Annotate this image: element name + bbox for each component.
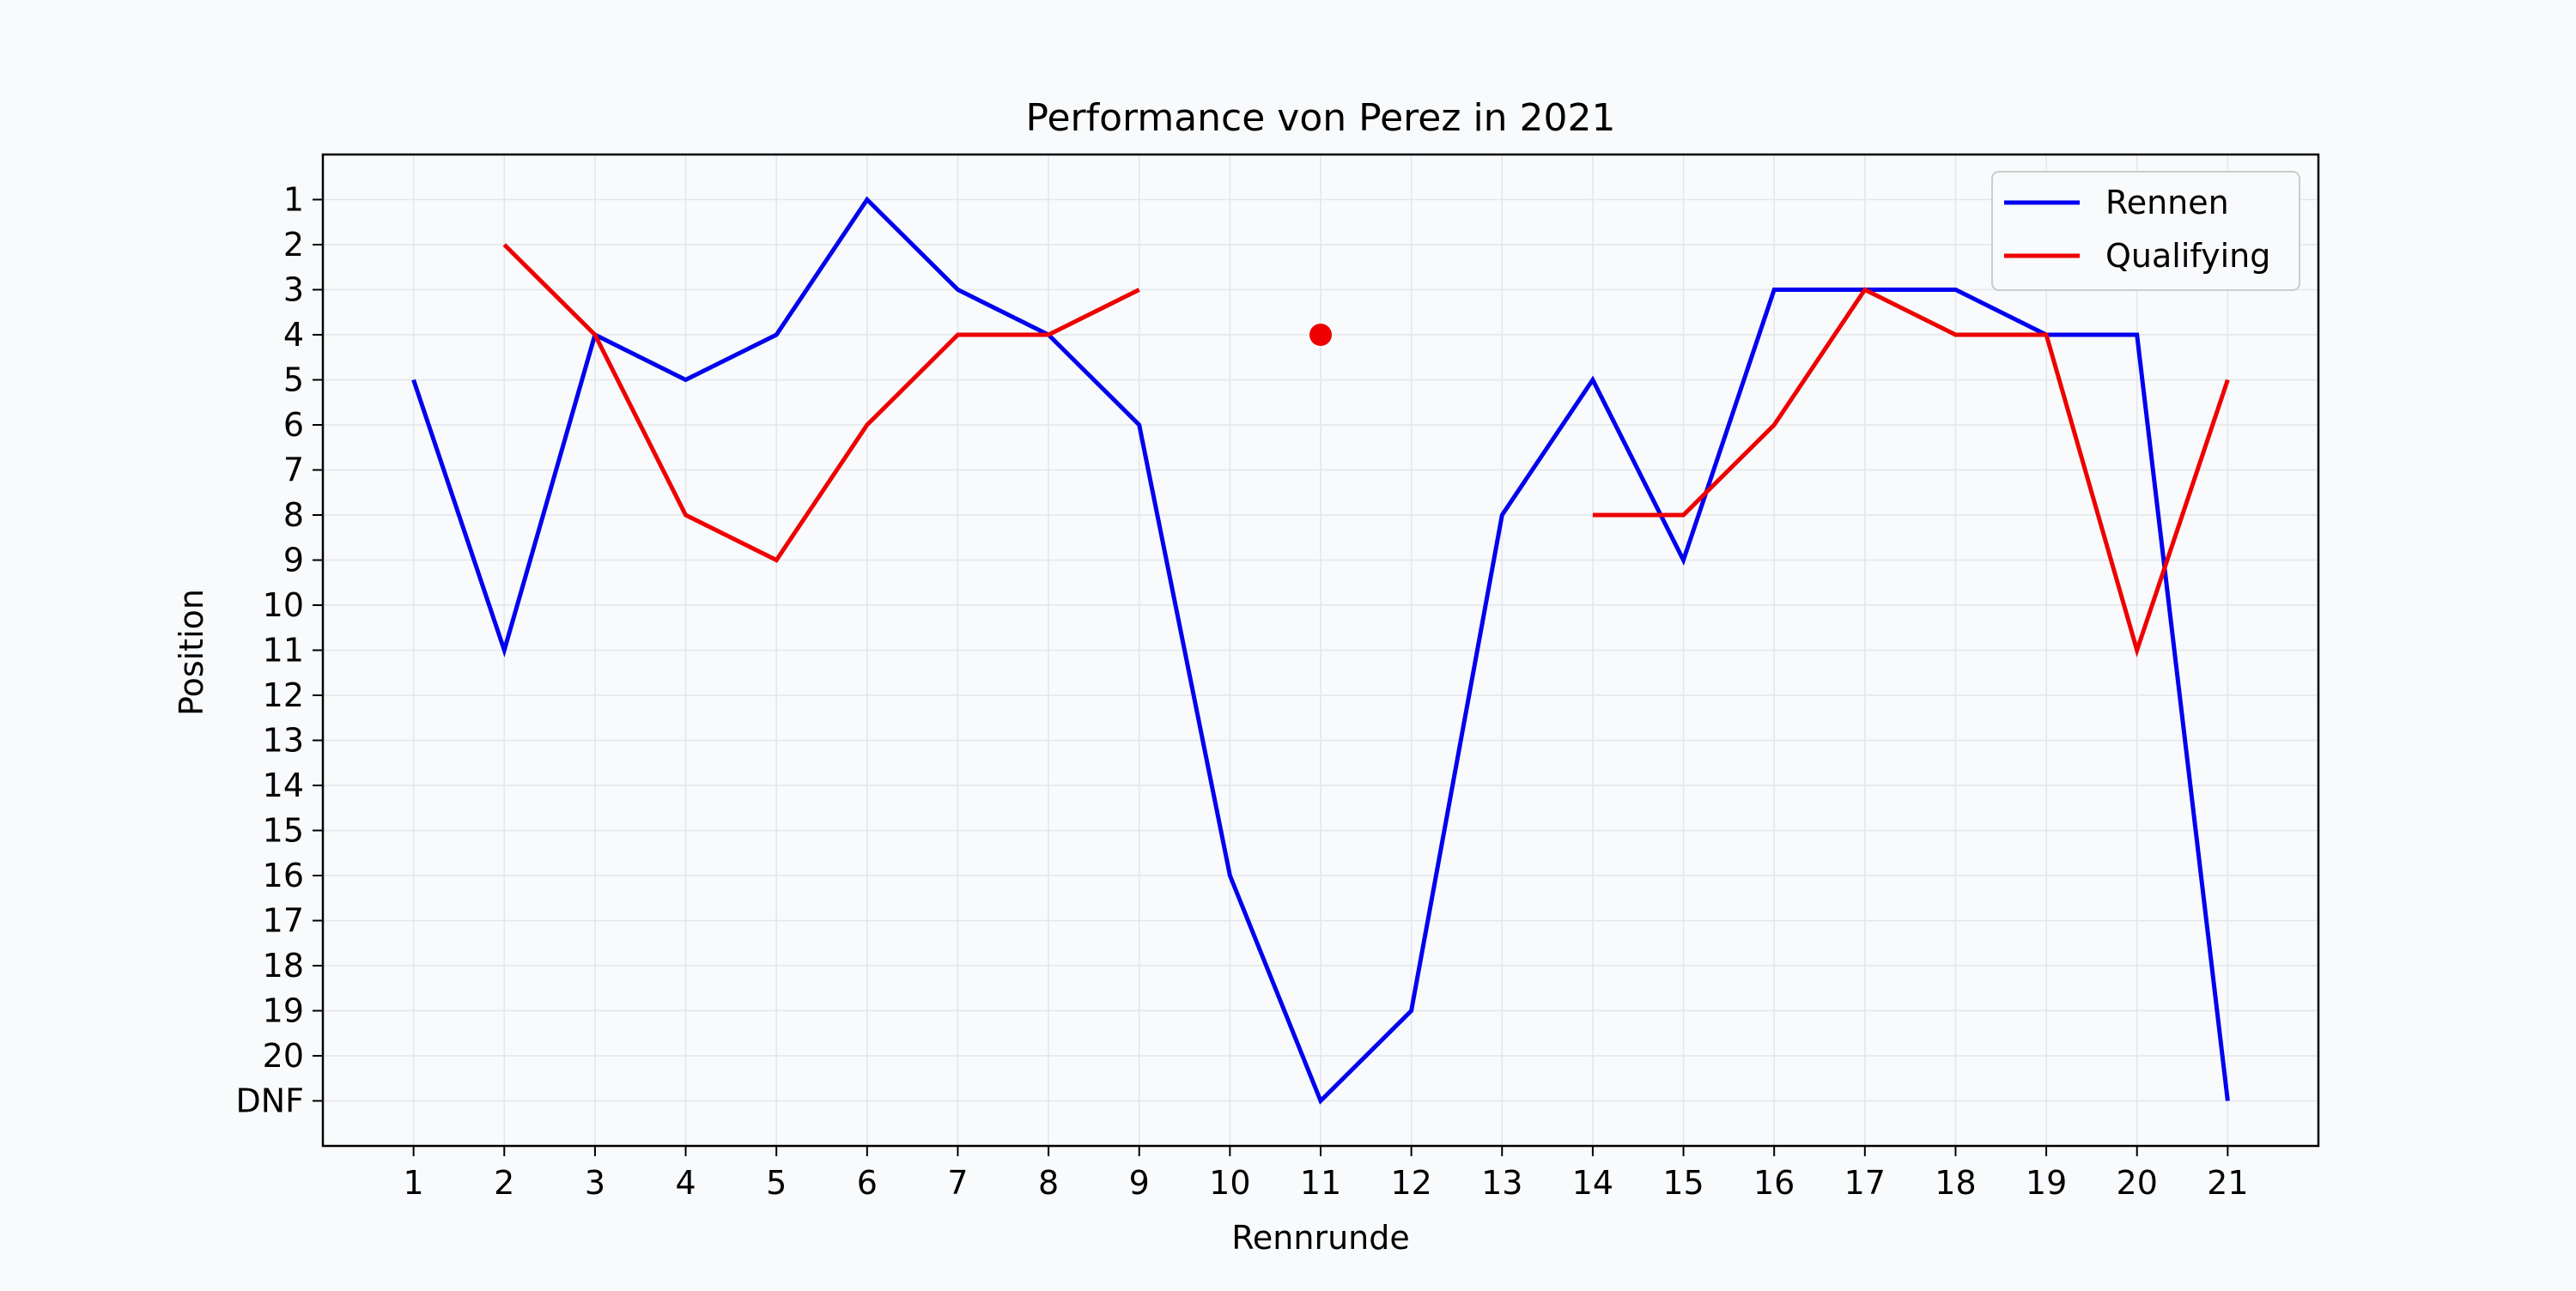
x-tick-label: 18 xyxy=(1935,1164,1976,1202)
axis-ticks: 1 2 3 4 5 6 7 8 9 10 11 12 13 14 15 16 17 18 19 20 211234567… xyxy=(235,181,2248,1203)
legend: Rennen Qualifying xyxy=(1991,171,2300,291)
x-tick-label: 13 xyxy=(1481,1164,1522,1202)
y-tick-label: 11 xyxy=(263,632,304,670)
series-qualifying-line xyxy=(1592,287,2230,658)
x-tick-label: 14 xyxy=(1572,1164,1613,1202)
x-tick-label: 21 xyxy=(2207,1164,2248,1202)
x-tick-label: 7 xyxy=(947,1164,968,1202)
y-tick-label: 13 xyxy=(263,722,304,760)
y-tick-label: 5 xyxy=(283,361,304,399)
x-tick-label: 16 xyxy=(1753,1164,1795,1202)
series-qualifying-point xyxy=(1309,324,1332,346)
x-tick-label: 1 xyxy=(404,1164,424,1202)
y-tick-label: 6 xyxy=(283,406,304,444)
x-axis-label: Rennrunde xyxy=(1231,1219,1410,1257)
x-tick-label: 5 xyxy=(766,1164,787,1202)
x-tick-label: 17 xyxy=(1844,1164,1886,1202)
chart-title: Performance von Perez in 2021 xyxy=(1025,96,1615,140)
y-tick-label: 2 xyxy=(283,226,304,264)
x-tick-label: 11 xyxy=(1300,1164,1341,1202)
y-tick-label: 20 xyxy=(263,1037,304,1075)
x-tick-label: 8 xyxy=(1038,1164,1059,1202)
y-tick-label: 17 xyxy=(263,902,304,940)
x-tick-label: 9 xyxy=(1129,1164,1150,1202)
y-tick-label: 10 xyxy=(263,586,304,624)
y-tick-label: 8 xyxy=(283,496,304,534)
legend-label-qualifying: Qualifying xyxy=(2105,237,2270,275)
y-tick-label: 7 xyxy=(283,452,304,489)
y-axis-label: Position xyxy=(173,589,210,716)
y-tick-label: 9 xyxy=(283,542,304,579)
x-tick-label: 19 xyxy=(2026,1164,2067,1202)
x-tick-label: 15 xyxy=(1662,1164,1704,1202)
y-tick-label: 1 xyxy=(283,181,304,219)
x-tick-label: 3 xyxy=(585,1164,605,1202)
x-tick-label: 20 xyxy=(2117,1164,2158,1202)
y-tick-label: 16 xyxy=(263,857,304,894)
series-layer xyxy=(411,196,2230,1105)
y-tick-label: 4 xyxy=(283,316,304,354)
x-tick-label: 6 xyxy=(857,1164,878,1202)
y-tick-label: 3 xyxy=(283,271,304,309)
x-tick-label: 10 xyxy=(1209,1164,1250,1202)
x-tick-label: 2 xyxy=(494,1164,514,1202)
y-tick-label: 18 xyxy=(263,947,304,985)
series-qualifying-line xyxy=(502,243,1140,563)
x-tick-label: 12 xyxy=(1390,1164,1431,1202)
x-tick-label: 4 xyxy=(675,1164,696,1202)
y-tick-label: 14 xyxy=(263,767,304,804)
y-tick-label: 12 xyxy=(263,676,304,714)
legend-label-rennen: Rennen xyxy=(2105,184,2229,221)
y-tick-label: 15 xyxy=(263,812,304,850)
y-tick-label: DNF xyxy=(235,1082,304,1120)
y-tick-label: 19 xyxy=(263,992,304,1030)
grid-lines xyxy=(323,155,2318,1146)
series-rennen-line xyxy=(411,196,2230,1105)
